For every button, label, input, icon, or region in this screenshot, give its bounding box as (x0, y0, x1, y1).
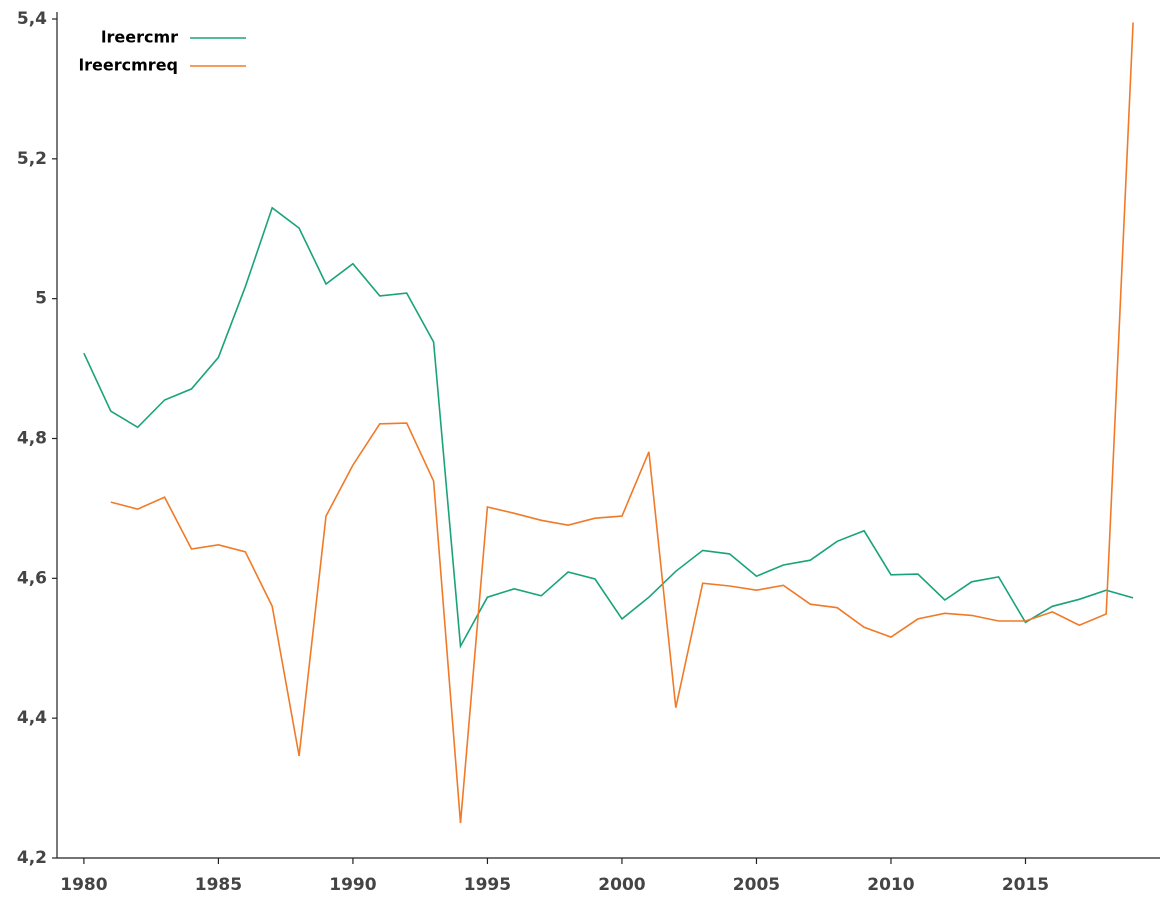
y-tick-label: 4,8 (17, 429, 47, 449)
series-line (83, 206, 1134, 649)
y-tick-label: 5 (35, 289, 47, 309)
x-tick-label: 1990 (329, 875, 376, 895)
x-tick-label: 1995 (464, 875, 511, 895)
x-tick-label: 1985 (195, 875, 242, 895)
x-tick-label: 2000 (598, 875, 645, 895)
y-tick-label: 5,4 (17, 9, 47, 29)
y-tick-label: 4,4 (17, 708, 47, 728)
x-tick-label: 1980 (60, 875, 107, 895)
legend-label: lreercmr (101, 28, 178, 47)
x-tick-label: 2005 (733, 875, 780, 895)
x-tick-label: 2010 (867, 875, 914, 895)
legend-label: lreercmreq (79, 56, 178, 75)
y-tick-label: 5,2 (17, 149, 47, 169)
y-tick-label: 4,6 (17, 568, 47, 588)
y-tick-label: 4,2 (17, 848, 47, 868)
x-tick-label: 2015 (1002, 875, 1049, 895)
series-line (110, 22, 1134, 824)
